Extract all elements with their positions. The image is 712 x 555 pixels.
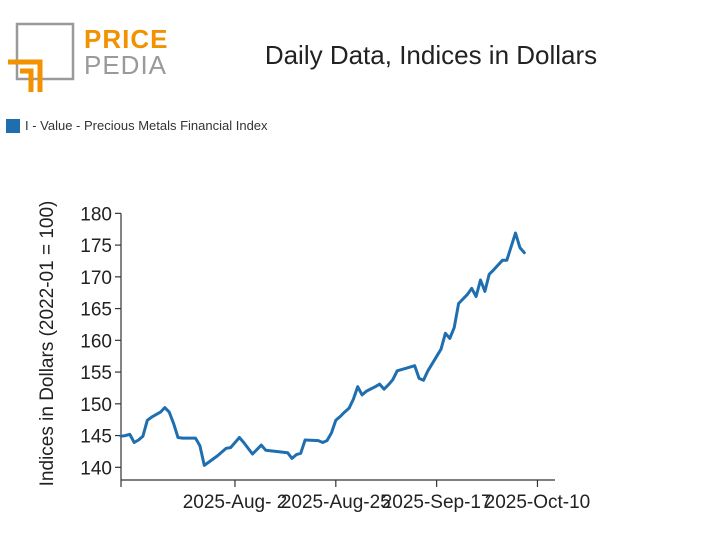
x-axis: 2025-Aug- 22025-Aug-252025-Sep-172025-Oc… — [120, 479, 591, 513]
y-axis: 140 145 150 155 160 165 170 175 180 — [80, 204, 122, 480]
logo-word-pedia: PEDIA — [84, 50, 168, 80]
y-tick-label: 155 — [80, 363, 112, 384]
chart-legend[interactable]: I - Value - Precious Metals Financial In… — [6, 118, 268, 133]
x-tick-label: 2025-Oct-10 — [485, 492, 591, 513]
logo-mark — [8, 22, 75, 92]
y-tick-label: 170 — [80, 268, 112, 289]
y-tick-label: 160 — [80, 331, 112, 352]
logo-orange-stroke-inner — [20, 68, 34, 92]
y-tick-label: 145 — [80, 427, 112, 448]
y-axis-title: Indices in Dollars (2022-01 = 100) — [37, 201, 58, 487]
logo-word-price: PRICE — [84, 24, 169, 54]
logo-orange-stroke-outer — [8, 59, 43, 92]
y-tick-label: 180 — [80, 204, 112, 225]
chart-title: Daily Data, Indices in Dollars — [264, 40, 598, 70]
y-tick-label: 140 — [80, 458, 112, 479]
series-line — [119, 231, 526, 467]
legend-label: I - Value - Precious Metals Financial In… — [25, 118, 268, 133]
y-tick-label: 175 — [80, 236, 112, 257]
x-tick-label: 2025-Aug-25 — [281, 492, 391, 513]
pricepedia-logo: PRICE PEDIA — [6, 22, 169, 94]
y-tick-label: 165 — [80, 300, 112, 321]
x-tick-label: 2025-Sep-17 — [382, 492, 492, 513]
series-layer — [119, 231, 526, 467]
legend-swatch — [6, 118, 20, 133]
x-tick-label: 2025-Aug- 2 — [183, 492, 288, 513]
logo-gray-frame — [15, 22, 75, 81]
y-tick-label: 150 — [80, 395, 112, 416]
